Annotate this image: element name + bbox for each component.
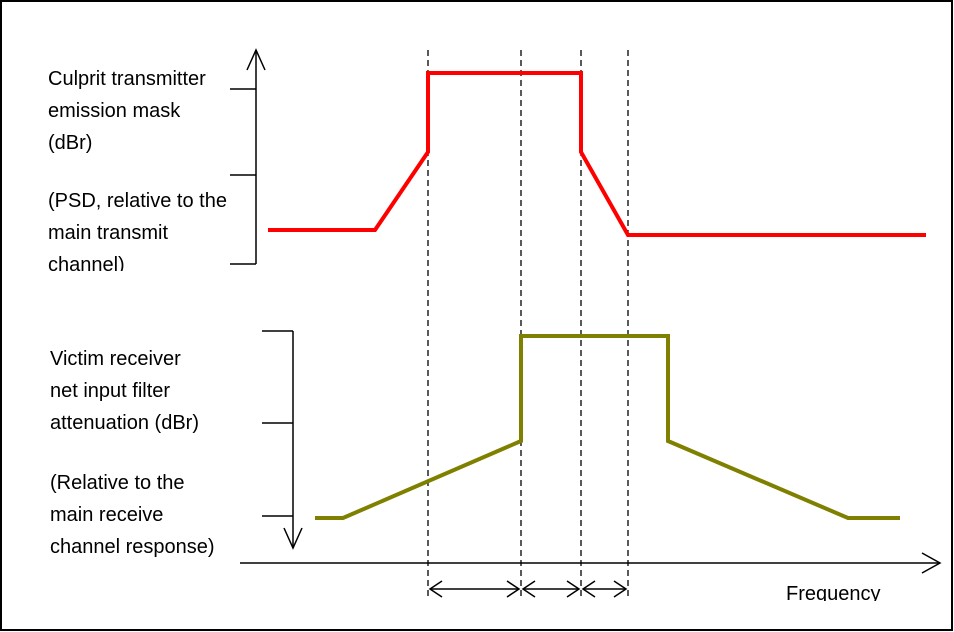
rx-label-line-6: channel response) bbox=[50, 536, 215, 558]
tx-emission-mask-curve bbox=[268, 71, 926, 237]
tx-label-line-5: main transmit bbox=[48, 222, 169, 244]
tx-label-line-4: (PSD, relative to the bbox=[48, 190, 227, 212]
frequency-axis bbox=[240, 552, 942, 574]
rx-label-line-5: main receive bbox=[50, 504, 164, 526]
span-arrows bbox=[428, 580, 628, 598]
rx-label-line-3: attenuation (dBr) bbox=[50, 412, 199, 434]
rx-filter-attenuation-curve bbox=[315, 334, 900, 520]
tx-label-line-2: emission mask bbox=[48, 100, 181, 122]
tx-label-line-6: channel) bbox=[48, 255, 125, 271]
rx-label-line-2: net input filter bbox=[50, 380, 171, 402]
rx-level-scale bbox=[262, 330, 303, 550]
tx-label-line-1: Culprit transmitter bbox=[48, 68, 206, 90]
tx-label-line-3: (dBr) bbox=[48, 132, 93, 154]
tx-level-scale bbox=[230, 48, 266, 265]
rx-label-line-1: Victim receiver bbox=[50, 348, 181, 370]
frequency-axis-label: Frequency bbox=[786, 584, 881, 601]
rx-label-line-4: (Relative to the bbox=[50, 472, 185, 494]
